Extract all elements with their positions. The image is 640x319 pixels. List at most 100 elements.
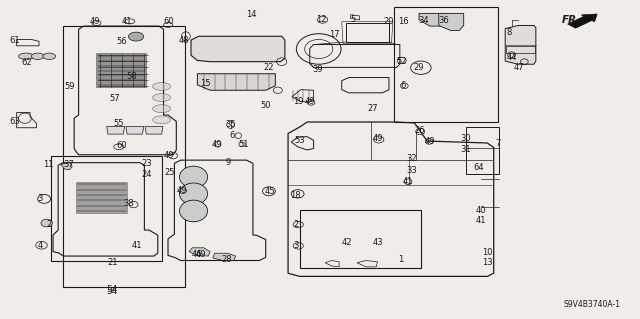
Text: 22: 22 bbox=[264, 63, 274, 72]
Text: 60: 60 bbox=[163, 17, 174, 26]
Text: 13: 13 bbox=[482, 258, 493, 267]
Text: 17: 17 bbox=[329, 30, 339, 39]
Text: 44: 44 bbox=[506, 53, 517, 62]
Text: 14: 14 bbox=[246, 11, 256, 19]
Text: 21: 21 bbox=[108, 258, 118, 267]
Bar bbox=[394, 7, 497, 122]
Ellipse shape bbox=[179, 166, 207, 188]
Text: 2: 2 bbox=[293, 220, 298, 229]
Text: 28: 28 bbox=[221, 255, 232, 264]
Polygon shape bbox=[191, 36, 285, 62]
Text: 49: 49 bbox=[177, 186, 188, 195]
Text: 3: 3 bbox=[38, 194, 43, 204]
Text: 56: 56 bbox=[116, 38, 127, 47]
Text: 31: 31 bbox=[460, 145, 471, 154]
Polygon shape bbox=[419, 13, 445, 26]
Ellipse shape bbox=[179, 183, 207, 204]
Text: 49: 49 bbox=[372, 134, 383, 143]
FancyArrow shape bbox=[568, 14, 597, 28]
Text: 54: 54 bbox=[107, 285, 118, 294]
Text: 2: 2 bbox=[47, 220, 52, 229]
Text: 18: 18 bbox=[291, 190, 301, 200]
Text: 26: 26 bbox=[414, 126, 425, 135]
Text: 50: 50 bbox=[260, 101, 271, 110]
Text: S9V4B3740A-1: S9V4B3740A-1 bbox=[563, 300, 620, 309]
Text: 6: 6 bbox=[230, 131, 235, 140]
Ellipse shape bbox=[31, 53, 44, 59]
Text: 46: 46 bbox=[192, 250, 203, 259]
Ellipse shape bbox=[153, 93, 171, 101]
Polygon shape bbox=[505, 26, 536, 64]
Text: 1: 1 bbox=[398, 255, 403, 264]
Text: 5: 5 bbox=[351, 15, 356, 24]
Text: 8: 8 bbox=[506, 28, 512, 37]
Ellipse shape bbox=[43, 53, 56, 59]
Ellipse shape bbox=[179, 200, 207, 222]
Text: 58: 58 bbox=[126, 72, 137, 81]
Text: 49: 49 bbox=[305, 97, 315, 106]
Text: 41: 41 bbox=[122, 17, 132, 26]
Polygon shape bbox=[197, 74, 275, 90]
Polygon shape bbox=[212, 253, 236, 261]
Text: 36: 36 bbox=[438, 16, 449, 25]
Polygon shape bbox=[61, 163, 72, 170]
Text: 49: 49 bbox=[211, 140, 222, 149]
Text: 33: 33 bbox=[406, 166, 417, 175]
Bar bbox=[51, 156, 163, 261]
Polygon shape bbox=[107, 126, 125, 134]
Text: 45: 45 bbox=[265, 187, 275, 197]
Polygon shape bbox=[189, 248, 210, 256]
Text: 11: 11 bbox=[43, 160, 53, 169]
Text: 53: 53 bbox=[294, 136, 305, 145]
Text: 48: 48 bbox=[179, 36, 189, 45]
Text: 61: 61 bbox=[10, 36, 20, 45]
Text: 15: 15 bbox=[200, 79, 211, 88]
Text: 41: 41 bbox=[403, 177, 413, 186]
Text: 57: 57 bbox=[109, 94, 120, 103]
Text: 25: 25 bbox=[164, 168, 175, 177]
Text: 20: 20 bbox=[384, 17, 394, 26]
Ellipse shape bbox=[19, 53, 34, 59]
Text: 6: 6 bbox=[401, 81, 406, 90]
Ellipse shape bbox=[129, 32, 144, 41]
Polygon shape bbox=[76, 182, 127, 213]
Text: 27: 27 bbox=[367, 104, 378, 113]
Text: 47: 47 bbox=[514, 63, 525, 72]
Text: 34: 34 bbox=[418, 16, 429, 25]
Text: 49: 49 bbox=[164, 151, 175, 160]
Text: 55: 55 bbox=[113, 119, 124, 128]
Text: 49: 49 bbox=[196, 250, 207, 259]
Text: 49: 49 bbox=[90, 17, 100, 26]
Bar bbox=[63, 26, 184, 286]
Text: FR.: FR. bbox=[561, 15, 580, 25]
Text: 39: 39 bbox=[312, 65, 323, 74]
Text: 60: 60 bbox=[116, 141, 127, 150]
Text: 12: 12 bbox=[316, 15, 326, 24]
Text: 9: 9 bbox=[225, 158, 230, 167]
Text: 32: 32 bbox=[406, 154, 417, 163]
Text: 51: 51 bbox=[238, 140, 248, 149]
Text: 43: 43 bbox=[372, 238, 383, 247]
Text: 29: 29 bbox=[413, 63, 424, 72]
Text: 35: 35 bbox=[225, 120, 236, 129]
Text: 24: 24 bbox=[141, 170, 152, 179]
Text: 7: 7 bbox=[495, 139, 500, 148]
Text: 16: 16 bbox=[397, 17, 408, 26]
Ellipse shape bbox=[153, 83, 171, 90]
Polygon shape bbox=[97, 53, 147, 87]
Ellipse shape bbox=[153, 116, 171, 124]
Polygon shape bbox=[126, 126, 144, 134]
Text: 41: 41 bbox=[476, 216, 486, 225]
Ellipse shape bbox=[41, 219, 52, 227]
Text: 63: 63 bbox=[10, 117, 20, 126]
Text: 40: 40 bbox=[476, 206, 486, 215]
Text: 42: 42 bbox=[342, 238, 352, 247]
Text: 52: 52 bbox=[397, 56, 407, 65]
Text: 4: 4 bbox=[38, 241, 43, 250]
Text: 62: 62 bbox=[21, 58, 31, 67]
Ellipse shape bbox=[153, 105, 171, 113]
Bar bbox=[466, 127, 499, 174]
Text: 64: 64 bbox=[473, 163, 484, 172]
Text: 30: 30 bbox=[460, 134, 471, 143]
Text: 10: 10 bbox=[482, 248, 493, 257]
